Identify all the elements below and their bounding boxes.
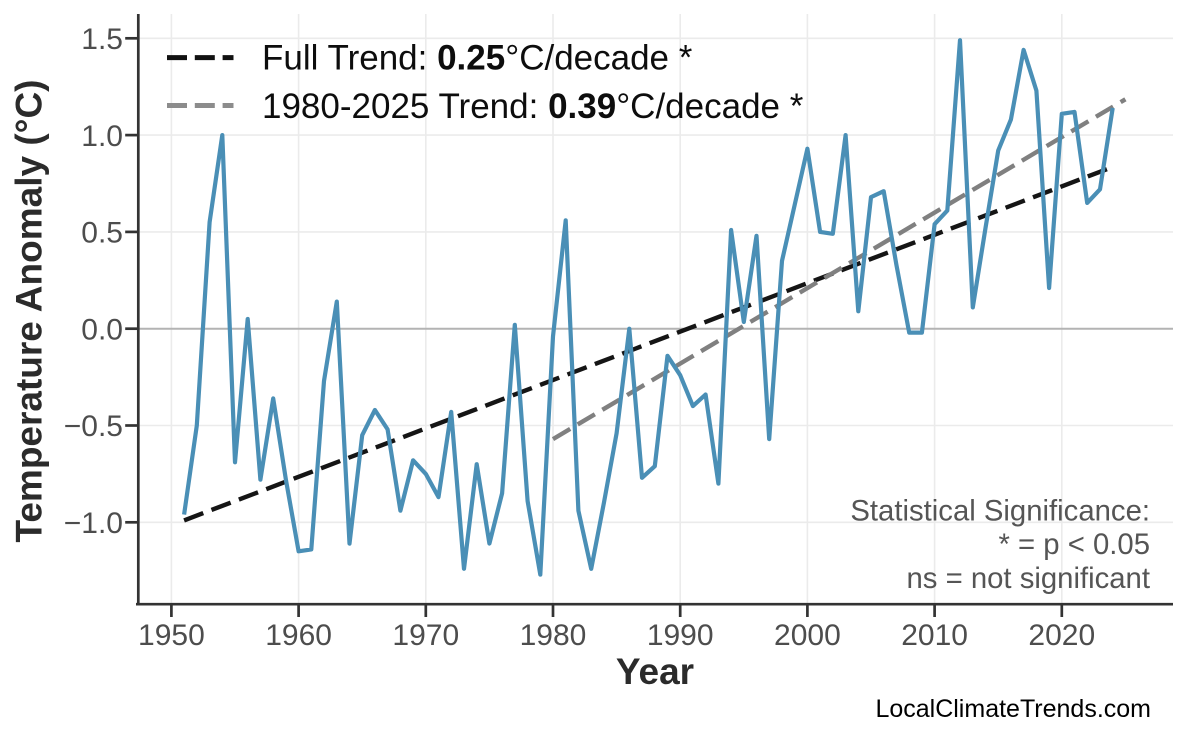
svg-text:LocalClimateTrends.com: LocalClimateTrends.com xyxy=(875,695,1151,723)
svg-text:1960: 1960 xyxy=(265,619,332,652)
svg-text:ns = not significant: ns = not significant xyxy=(907,562,1150,595)
svg-text:1950: 1950 xyxy=(138,619,205,652)
svg-text:0.0: 0.0 xyxy=(81,313,123,346)
svg-text:1970: 1970 xyxy=(392,619,459,652)
svg-text:1980: 1980 xyxy=(520,619,587,652)
svg-text:1.5: 1.5 xyxy=(81,23,123,56)
svg-text:2020: 2020 xyxy=(1028,619,1095,652)
svg-text:Year: Year xyxy=(616,651,694,692)
svg-text:Statistical Significance:: Statistical Significance: xyxy=(850,494,1150,527)
svg-text:−0.5: −0.5 xyxy=(64,410,123,443)
svg-text:* = p < 0.05: * = p < 0.05 xyxy=(999,528,1151,561)
svg-text:2010: 2010 xyxy=(901,619,968,652)
svg-text:2000: 2000 xyxy=(774,619,841,652)
svg-text:0.5: 0.5 xyxy=(81,217,123,250)
svg-text:1.0: 1.0 xyxy=(81,120,123,153)
svg-text:Temperature Anomaly (°C): Temperature Anomaly (°C) xyxy=(9,80,50,543)
svg-text:1990: 1990 xyxy=(647,619,714,652)
svg-text:Full Trend: 0.25°C/decade *: Full Trend: 0.25°C/decade * xyxy=(262,39,693,78)
svg-text:−1.0: −1.0 xyxy=(64,507,123,540)
svg-text:1980-2025 Trend: 0.39°C/decade: 1980-2025 Trend: 0.39°C/decade * xyxy=(262,87,804,126)
